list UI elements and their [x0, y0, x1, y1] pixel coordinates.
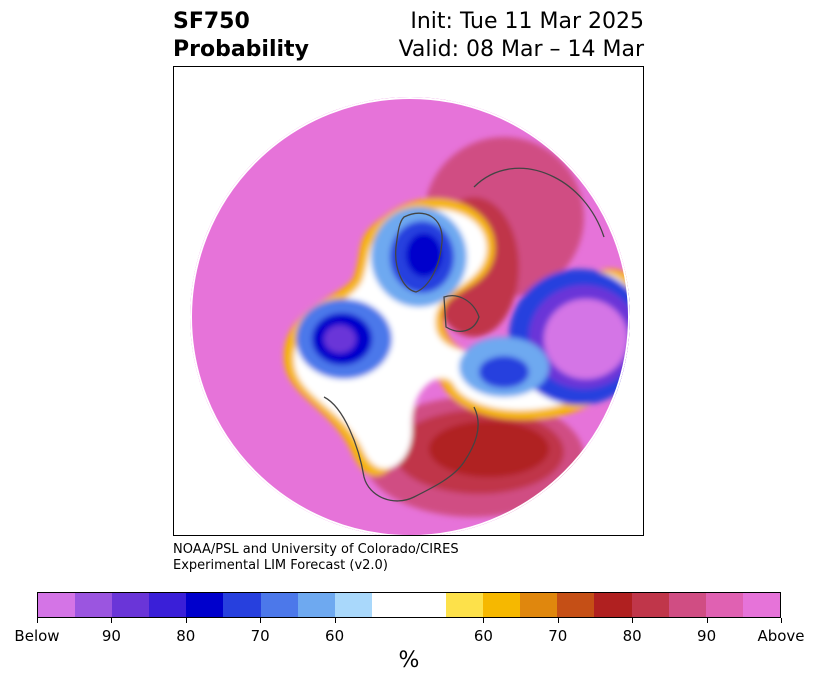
- colorbar-tick-mark: [260, 618, 262, 623]
- colorbar: [37, 592, 781, 618]
- colorbar-tick-mark: [706, 618, 708, 623]
- colorbar-segment: [260, 593, 298, 617]
- title-left: SF750 Probability: [173, 8, 309, 64]
- map-frame: [173, 66, 644, 536]
- credit-line-1: NOAA/PSL and University of Colorado/CIRE…: [173, 542, 459, 557]
- colorbar-tick-mark: [632, 618, 634, 623]
- colorbar-tick-mark: [557, 618, 559, 623]
- europe-outline: [473, 167, 605, 238]
- colorbar-segment: [557, 593, 595, 617]
- arctic-islands-outline: [443, 295, 480, 332]
- colorbar-tick-label: 60: [325, 627, 345, 645]
- colorbar-tick-mark: [483, 618, 485, 623]
- credit-line-2: Experimental LIM Forecast (v2.0): [173, 558, 388, 573]
- colorbar-segment: [594, 593, 632, 617]
- greenland-outline: [395, 212, 443, 293]
- colorbar-unit-label: %: [398, 648, 420, 673]
- colorbar-segment: [149, 593, 187, 617]
- alaska-low-core: [324, 325, 356, 353]
- colorbar-segment: [705, 593, 743, 617]
- colorbar-segment: [334, 593, 372, 617]
- title-init: Init: Tue 11 Mar 2025: [410, 9, 644, 34]
- probability-map: [190, 97, 630, 535]
- map-disc-edge: [190, 97, 630, 535]
- colorbar-tick-label: 70: [548, 627, 568, 645]
- colorbar-tick-label: 60: [473, 627, 493, 645]
- colorbar-tick-mark: [111, 618, 113, 623]
- colorbar-segment: [371, 593, 409, 617]
- greenland-low-core: [406, 233, 442, 277]
- title-variable: SF750: [173, 9, 250, 34]
- colorbar-segment: [75, 593, 113, 617]
- north-america-outline: [323, 396, 479, 502]
- colorbar-segment: [631, 593, 669, 617]
- north-atlantic-trough-core: [479, 356, 529, 388]
- colorbar-tick-mark: [37, 618, 38, 623]
- colorbar-segment: [297, 593, 335, 617]
- colorbar-segment: [186, 593, 224, 617]
- colorbar-segment: [112, 593, 150, 617]
- atlantic-high-core: [429, 421, 549, 477]
- colorbar-tick-label: Above: [757, 627, 805, 645]
- colorbar-segment: [742, 593, 780, 617]
- colorbar-tick-label: 80: [176, 627, 196, 645]
- colorbar-segment: [446, 593, 484, 617]
- colorbar-tick-mark: [781, 618, 782, 623]
- title-probability: Probability: [173, 37, 309, 62]
- colorbar-segment: [668, 593, 706, 617]
- siberia-low-core: [544, 299, 628, 379]
- colorbar-segment: [483, 593, 521, 617]
- colorbar-tick-mark: [185, 618, 187, 623]
- colorbar-segment: [408, 593, 447, 617]
- colorbar-tick-label: 70: [250, 627, 270, 645]
- colorbar-tick-label: Below: [14, 627, 60, 645]
- colorbar-segment: [520, 593, 558, 617]
- title-right: Init: Tue 11 Mar 2025 Valid: 08 Mar – 14…: [399, 8, 644, 64]
- colorbar-segment: [38, 593, 76, 617]
- colorbar-segment: [223, 593, 261, 617]
- colorbar-tick-label: 80: [622, 627, 642, 645]
- colorbar-tick-label: 90: [697, 627, 717, 645]
- colorbar-tick-label: 90: [101, 627, 121, 645]
- colorbar-tick-mark: [334, 618, 336, 623]
- credit: NOAA/PSL and University of Colorado/CIRE…: [173, 542, 459, 574]
- title-valid: Valid: 08 Mar – 14 Mar: [398, 37, 644, 62]
